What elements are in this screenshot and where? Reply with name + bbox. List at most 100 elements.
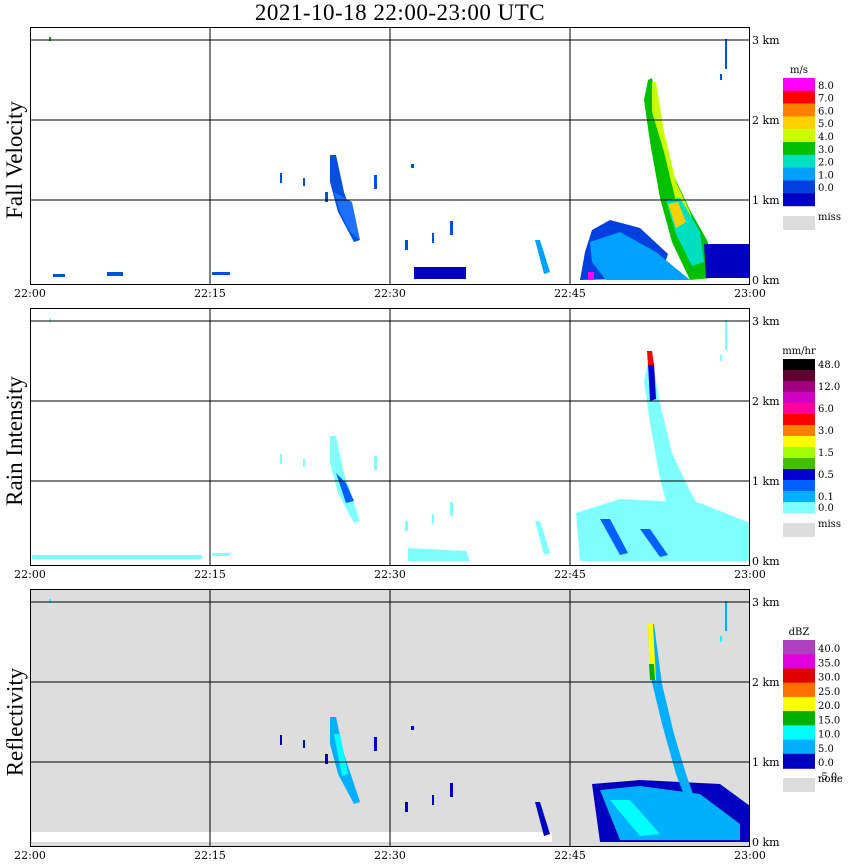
colorbar-swatch [783, 491, 815, 502]
echo-cell [720, 355, 722, 361]
echo-cell [432, 795, 434, 805]
y-tick-label: 3 km [752, 34, 780, 47]
echo-cell [432, 514, 434, 524]
colorbar-swatch [783, 668, 815, 684]
x-tick-label: 23:00 [734, 849, 766, 860]
colorbar-label: 8.0 [818, 81, 834, 92]
echo-cell [325, 192, 328, 202]
colorbar-swatch [783, 142, 815, 155]
fall-velocity-panel: 22:00 22:15 22:30 22:45 23:000 km 1 km 2 km 3 k… [14, 27, 841, 298]
colorbar-swatch [783, 392, 815, 403]
colorbar-swatch [783, 682, 815, 698]
colorbar-label: 6.0 [818, 106, 834, 117]
colorbar-swatch [783, 90, 815, 104]
echo-cell [212, 553, 230, 556]
colorbar-swatch [783, 425, 815, 436]
colorbar-label: 12.0 [818, 382, 840, 393]
echo-cell [725, 39, 727, 69]
echo-cell [49, 599, 51, 603]
echo-cell [405, 521, 408, 531]
colorbar-label: 1.0 [818, 170, 834, 181]
colorbar-swatch [783, 711, 815, 727]
colorbar-label: 5.0 [818, 119, 834, 130]
colorbar-swatch [783, 403, 815, 414]
echo-cell [374, 456, 377, 470]
colorbar-label: 1.5 [818, 448, 834, 459]
echo-cell [334, 734, 348, 776]
x-tick-label: 23:00 [734, 287, 766, 298]
echo-cell [303, 459, 305, 467]
colorbar-swatch [783, 696, 815, 712]
colorbar-swatch [783, 640, 815, 655]
echo-cell [648, 363, 656, 401]
colorbar-swatch [783, 381, 815, 392]
colorbar-missing-swatch [783, 216, 815, 230]
colorbar-label: 40.0 [818, 644, 840, 655]
colorbar-label: -5.0 [818, 772, 837, 783]
colorbar-missing-label: miss [818, 519, 841, 530]
echo-cell [49, 37, 51, 41]
colorbar-label: 48.0 [818, 360, 840, 371]
colorbar-swatch [783, 458, 815, 469]
echo-cell [725, 320, 727, 350]
y-tick-label: 3 km [752, 596, 780, 609]
x-tick-label: 22:00 [14, 287, 46, 298]
echo-cell [107, 272, 123, 276]
colorbar-label: 30.0 [818, 673, 840, 684]
colorbar-missing-label: none [818, 774, 843, 785]
echo-cell [280, 173, 282, 183]
colorbar-swatch [783, 480, 815, 491]
echo-cell [535, 521, 550, 555]
echo-cell [590, 232, 690, 280]
colorbar-label: 2.0 [818, 158, 834, 169]
echo-cell [374, 175, 377, 189]
colorbar-label: 0.0 [818, 503, 834, 514]
colorbar-swatch [783, 116, 815, 130]
colorbar-swatch [783, 447, 815, 458]
y-tick-label: 1 km [752, 475, 780, 488]
colorbar-swatch [783, 78, 815, 91]
echo-cell [725, 601, 727, 631]
echo-cell [325, 754, 328, 764]
chart-title: 2021-10-18 22:00-23:00 UTC [254, 0, 546, 25]
y-tick-label: 2 km [752, 114, 780, 127]
x-tick-label: 22:30 [374, 287, 406, 298]
echo-cell [32, 555, 202, 559]
colorbar-label: 6.0 [818, 404, 834, 415]
x-tick-label: 22:45 [554, 568, 586, 579]
colorbar-missing-swatch [783, 523, 815, 537]
colorbar-swatch [783, 654, 815, 670]
echo-cell [411, 726, 414, 730]
echo-cell [640, 529, 668, 557]
y-tick-label: 3 km [752, 315, 780, 328]
echo-cell [53, 274, 65, 277]
echo-cell [414, 267, 466, 279]
colorbar-swatch [783, 414, 815, 425]
echo-cell [588, 272, 594, 280]
echo-cell [450, 221, 453, 235]
echo-cell [374, 737, 377, 751]
y-tick-label: 0 km [752, 555, 780, 568]
colorbar-swatch [783, 154, 815, 168]
y-tick-label: 1 km [752, 194, 780, 207]
rain-intensity-panel: 22:00 22:15 22:30 22:45 23:000 km 1 km 2 km 3 k… [14, 308, 841, 579]
y-tick-label: 2 km [752, 676, 780, 689]
colorbar-swatch [783, 129, 815, 143]
colorbar-label: 10.0 [818, 730, 840, 741]
colorbar-swatch [783, 725, 815, 741]
y-tick-label: 0 km [752, 836, 780, 849]
echo-cell [450, 502, 453, 516]
colorbar-label: 0.0 [818, 758, 834, 769]
echo-cell [303, 740, 305, 748]
y-tick-label: 0 km [752, 274, 780, 287]
echo-cell [432, 233, 434, 243]
colorbar-title: mm/hr [782, 346, 816, 357]
echo-cell [411, 164, 414, 168]
y-tick-label: 2 km [752, 395, 780, 408]
echo-cell [600, 519, 628, 555]
x-tick-label: 22:00 [14, 568, 46, 579]
colorbar-label: 20.0 [818, 701, 840, 712]
colorbar-swatch [783, 167, 815, 181]
colorbar-missing-swatch [783, 778, 815, 792]
x-tick-label: 23:00 [734, 568, 766, 579]
